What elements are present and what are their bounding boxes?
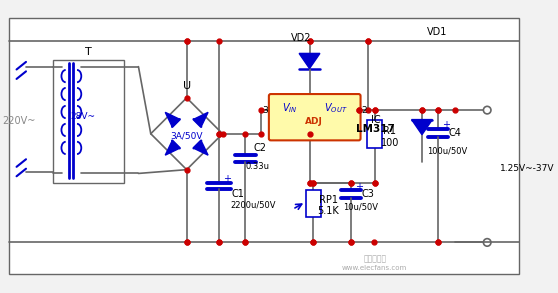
Bar xyxy=(306,190,321,217)
Polygon shape xyxy=(412,120,432,135)
Bar xyxy=(367,120,382,148)
Text: +: + xyxy=(355,182,363,192)
Polygon shape xyxy=(165,112,180,127)
Text: $V_{IN}$: $V_{IN}$ xyxy=(282,101,297,115)
Text: +: + xyxy=(223,174,230,184)
Text: 100: 100 xyxy=(381,138,399,148)
Text: R1: R1 xyxy=(383,126,396,136)
Text: 电子发烧友: 电子发烧友 xyxy=(363,254,386,263)
Text: www.elecfans.com: www.elecfans.com xyxy=(342,265,407,271)
Text: +: + xyxy=(442,120,450,130)
Text: 220V~: 220V~ xyxy=(2,116,35,127)
Text: U: U xyxy=(182,81,191,91)
Text: C1: C1 xyxy=(231,189,244,199)
FancyBboxPatch shape xyxy=(269,94,360,140)
Text: 3: 3 xyxy=(262,105,268,115)
Bar xyxy=(54,60,124,183)
Polygon shape xyxy=(194,112,208,127)
Text: 100u/50V: 100u/50V xyxy=(427,146,468,155)
Text: VD1: VD1 xyxy=(427,27,447,37)
Polygon shape xyxy=(299,53,320,69)
Text: 28V~: 28V~ xyxy=(70,112,95,121)
Text: C4: C4 xyxy=(449,128,461,138)
Text: 2: 2 xyxy=(362,105,367,115)
Polygon shape xyxy=(165,141,180,155)
Text: 5.1K: 5.1K xyxy=(318,206,339,216)
Text: LM317: LM317 xyxy=(356,124,395,134)
Text: RP1: RP1 xyxy=(319,195,338,205)
Text: 10u/50V: 10u/50V xyxy=(343,203,378,212)
Text: 0.33u: 0.33u xyxy=(246,162,270,171)
Text: VD2: VD2 xyxy=(291,33,311,43)
Text: 2200u/50V: 2200u/50V xyxy=(230,200,276,209)
Text: ADJ: ADJ xyxy=(305,117,323,126)
Text: 1.25V~-37V: 1.25V~-37V xyxy=(499,164,554,173)
Text: IC: IC xyxy=(371,115,381,125)
Text: 3A/50V: 3A/50V xyxy=(170,131,203,140)
Text: T: T xyxy=(85,47,92,57)
Text: $V_{OUT}$: $V_{OUT}$ xyxy=(324,101,347,115)
Text: C3: C3 xyxy=(362,189,374,199)
Text: C2: C2 xyxy=(254,143,267,153)
Polygon shape xyxy=(194,141,208,155)
